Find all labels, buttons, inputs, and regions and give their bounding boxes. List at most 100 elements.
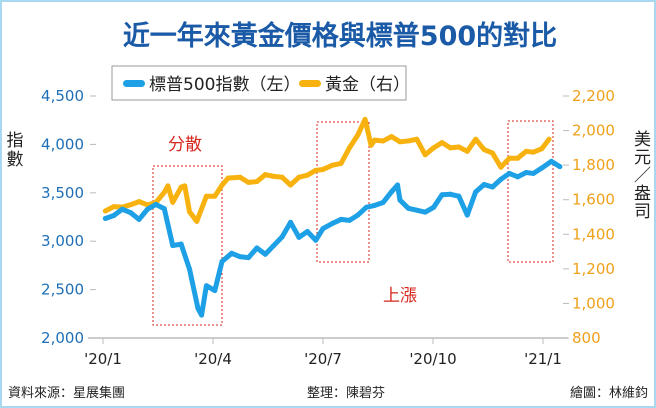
legend-swatch-sp500 bbox=[123, 80, 145, 87]
gold-point bbox=[279, 174, 285, 180]
x-tick-label: '20/4 bbox=[194, 350, 232, 368]
gold-point bbox=[422, 152, 428, 158]
sp500-point bbox=[481, 182, 487, 188]
sp500-point bbox=[395, 182, 401, 188]
sp500-point bbox=[161, 206, 167, 212]
sp500-point bbox=[539, 165, 545, 171]
sp500-point bbox=[557, 164, 563, 170]
sp500-point bbox=[111, 213, 117, 219]
gold-point bbox=[165, 183, 171, 189]
gold-point bbox=[313, 167, 319, 173]
y-right-tick-label: 1,800 bbox=[572, 156, 615, 174]
gold-point bbox=[405, 138, 411, 144]
y-left-tick-label: 2,500 bbox=[41, 281, 84, 299]
gold-point bbox=[136, 199, 142, 205]
gold-point bbox=[203, 193, 209, 199]
gold-point bbox=[490, 150, 496, 156]
sp500-point bbox=[102, 215, 108, 221]
sp500-point bbox=[447, 191, 453, 197]
gold-point bbox=[296, 174, 302, 180]
y-left-tick-label: 3,500 bbox=[41, 184, 84, 202]
sp500-line bbox=[102, 158, 563, 318]
gold-point bbox=[288, 182, 294, 188]
sp500-point bbox=[506, 170, 512, 176]
y-right-tick-label: 800 bbox=[572, 329, 601, 347]
gold-point bbox=[338, 160, 344, 166]
gold-point bbox=[161, 189, 167, 195]
sp500-point bbox=[128, 210, 134, 216]
sp500-point bbox=[170, 243, 176, 249]
x-tick-label: '20/1 bbox=[84, 350, 122, 368]
y-left-tick-label: 3,000 bbox=[41, 232, 84, 250]
gold-point bbox=[111, 204, 117, 210]
gold-point bbox=[355, 132, 361, 138]
x-tick-label: '21/1 bbox=[524, 350, 562, 368]
gold-point bbox=[245, 179, 251, 185]
series-group bbox=[102, 116, 563, 318]
y-right-tick-label: 1,400 bbox=[572, 225, 615, 243]
gold-point bbox=[271, 173, 277, 179]
sp500-point bbox=[144, 206, 150, 212]
sp500-point bbox=[296, 234, 302, 240]
sp500-point bbox=[372, 202, 378, 208]
annotation-divergence: 分散 bbox=[168, 135, 202, 155]
sp500-point bbox=[237, 254, 243, 260]
gold-point bbox=[498, 164, 504, 170]
sp500-point bbox=[530, 170, 536, 176]
gold-point bbox=[389, 134, 395, 140]
sp500-point bbox=[389, 189, 395, 195]
sp500-point bbox=[355, 212, 361, 218]
sp500-point bbox=[153, 201, 159, 207]
sp500-point bbox=[405, 205, 411, 211]
sp500-point bbox=[245, 255, 251, 261]
sp500-point bbox=[320, 226, 326, 232]
gold-point bbox=[346, 145, 352, 151]
gold-point bbox=[481, 147, 487, 153]
y-axis-left: 4,500 4,000 3,500 3,000 2,500 2,000 bbox=[41, 87, 96, 347]
x-tick-label: '20/7 bbox=[304, 350, 342, 368]
gold-point bbox=[456, 144, 462, 150]
y-right-tick-label: 1,200 bbox=[572, 260, 615, 278]
sp500-point bbox=[464, 212, 470, 218]
gold-point bbox=[372, 137, 378, 143]
sp500-point bbox=[279, 234, 285, 240]
gold-point bbox=[237, 174, 243, 180]
sp500-point bbox=[338, 216, 344, 222]
y-left-tick-label: 2,000 bbox=[41, 329, 84, 347]
gold-point bbox=[212, 193, 218, 199]
gold-point bbox=[320, 166, 326, 172]
gold-point bbox=[506, 155, 512, 161]
sp500-point bbox=[219, 259, 225, 265]
sp500-point bbox=[330, 220, 336, 226]
legend-box bbox=[111, 65, 407, 101]
gold-point bbox=[431, 145, 437, 151]
sp500-point bbox=[229, 250, 235, 256]
sp500-point bbox=[187, 266, 193, 272]
legend-swatch-gold bbox=[299, 80, 321, 87]
gold-point bbox=[439, 140, 445, 146]
sp500-point bbox=[363, 204, 369, 210]
gold-point bbox=[219, 182, 225, 188]
gold-point bbox=[182, 183, 188, 189]
sp500-point bbox=[414, 207, 420, 213]
footer-graphic: 繪圖：林維鈞 bbox=[570, 385, 648, 401]
gold-point bbox=[530, 149, 536, 155]
gold-point bbox=[546, 136, 552, 142]
sp500-point bbox=[439, 192, 445, 198]
sp500-point bbox=[199, 312, 205, 318]
annotation-box-rise-1 bbox=[316, 121, 370, 263]
sp500-point bbox=[397, 197, 403, 203]
sp500-point bbox=[523, 169, 529, 175]
sp500-point bbox=[195, 305, 201, 311]
gold-point bbox=[368, 142, 374, 148]
sp500-point bbox=[178, 241, 184, 247]
gold-point bbox=[362, 116, 368, 122]
sp500-point bbox=[288, 219, 294, 225]
sp500-point bbox=[262, 251, 268, 257]
sp500-point bbox=[456, 193, 462, 199]
sp500-point bbox=[212, 288, 218, 294]
sp500-point bbox=[498, 176, 504, 182]
y-left-tick-label: 4,000 bbox=[41, 135, 84, 153]
sp500-point bbox=[136, 216, 142, 222]
y-right-tick-label: 2,000 bbox=[572, 122, 615, 140]
